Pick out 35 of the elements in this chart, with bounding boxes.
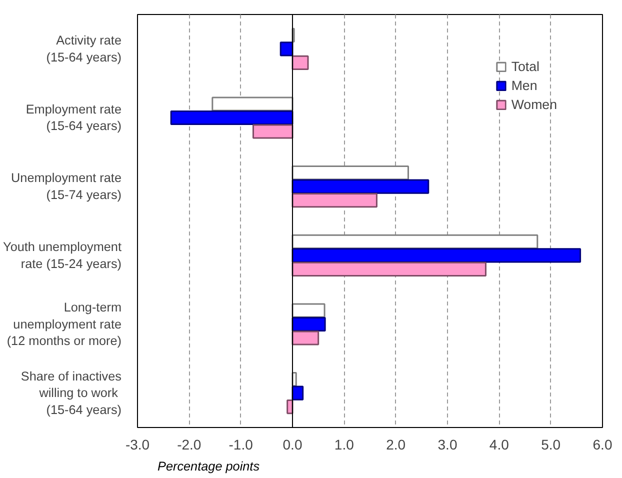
bar <box>170 110 294 126</box>
bar <box>292 330 320 346</box>
x-tick-label: 6.0 <box>592 436 612 452</box>
y-tick-label: Activity rate (15-64 years) <box>46 34 122 64</box>
bar <box>292 234 538 249</box>
bar <box>292 179 430 194</box>
y-tick-label: Long-term unemployment rate (12 months or more) <box>6 300 122 348</box>
bar <box>292 303 326 318</box>
x-tick-label: 1.0 <box>334 436 354 452</box>
bar <box>212 96 294 112</box>
x-tick-label: 2.0 <box>386 436 406 452</box>
bar <box>292 55 309 70</box>
x-tick-label: 0.0 <box>282 436 302 452</box>
legend-label: Total <box>511 59 540 74</box>
y-tick-label: Share of inactives willing to work (15-64 years) <box>20 369 122 417</box>
x-tick-label: -1.0 <box>228 436 254 452</box>
bar <box>252 124 294 139</box>
bar <box>292 166 409 180</box>
bar <box>292 316 326 332</box>
x-tick-label: -2.0 <box>177 436 202 452</box>
y-tick-label: Employment rate (15-64 years) <box>26 102 122 134</box>
bar <box>292 248 582 263</box>
y-tick-label: Youth unemployment rate (15-24 years) <box>3 240 122 271</box>
x-tick-label: -3.0 <box>125 436 150 452</box>
x-tick-label: 3.0 <box>438 436 458 452</box>
legend-label: Women <box>511 97 557 112</box>
bar <box>292 262 486 276</box>
bar <box>280 42 294 56</box>
legend-label: Men <box>511 78 538 93</box>
x-tick-label: 5.0 <box>541 436 561 452</box>
bar <box>286 400 294 414</box>
x-axis-title: Percentage points <box>158 460 260 474</box>
bar <box>292 193 378 208</box>
y-tick-label: Unemployment rate (15-74 years) <box>11 171 122 202</box>
x-tick-label: 4.0 <box>489 436 510 452</box>
